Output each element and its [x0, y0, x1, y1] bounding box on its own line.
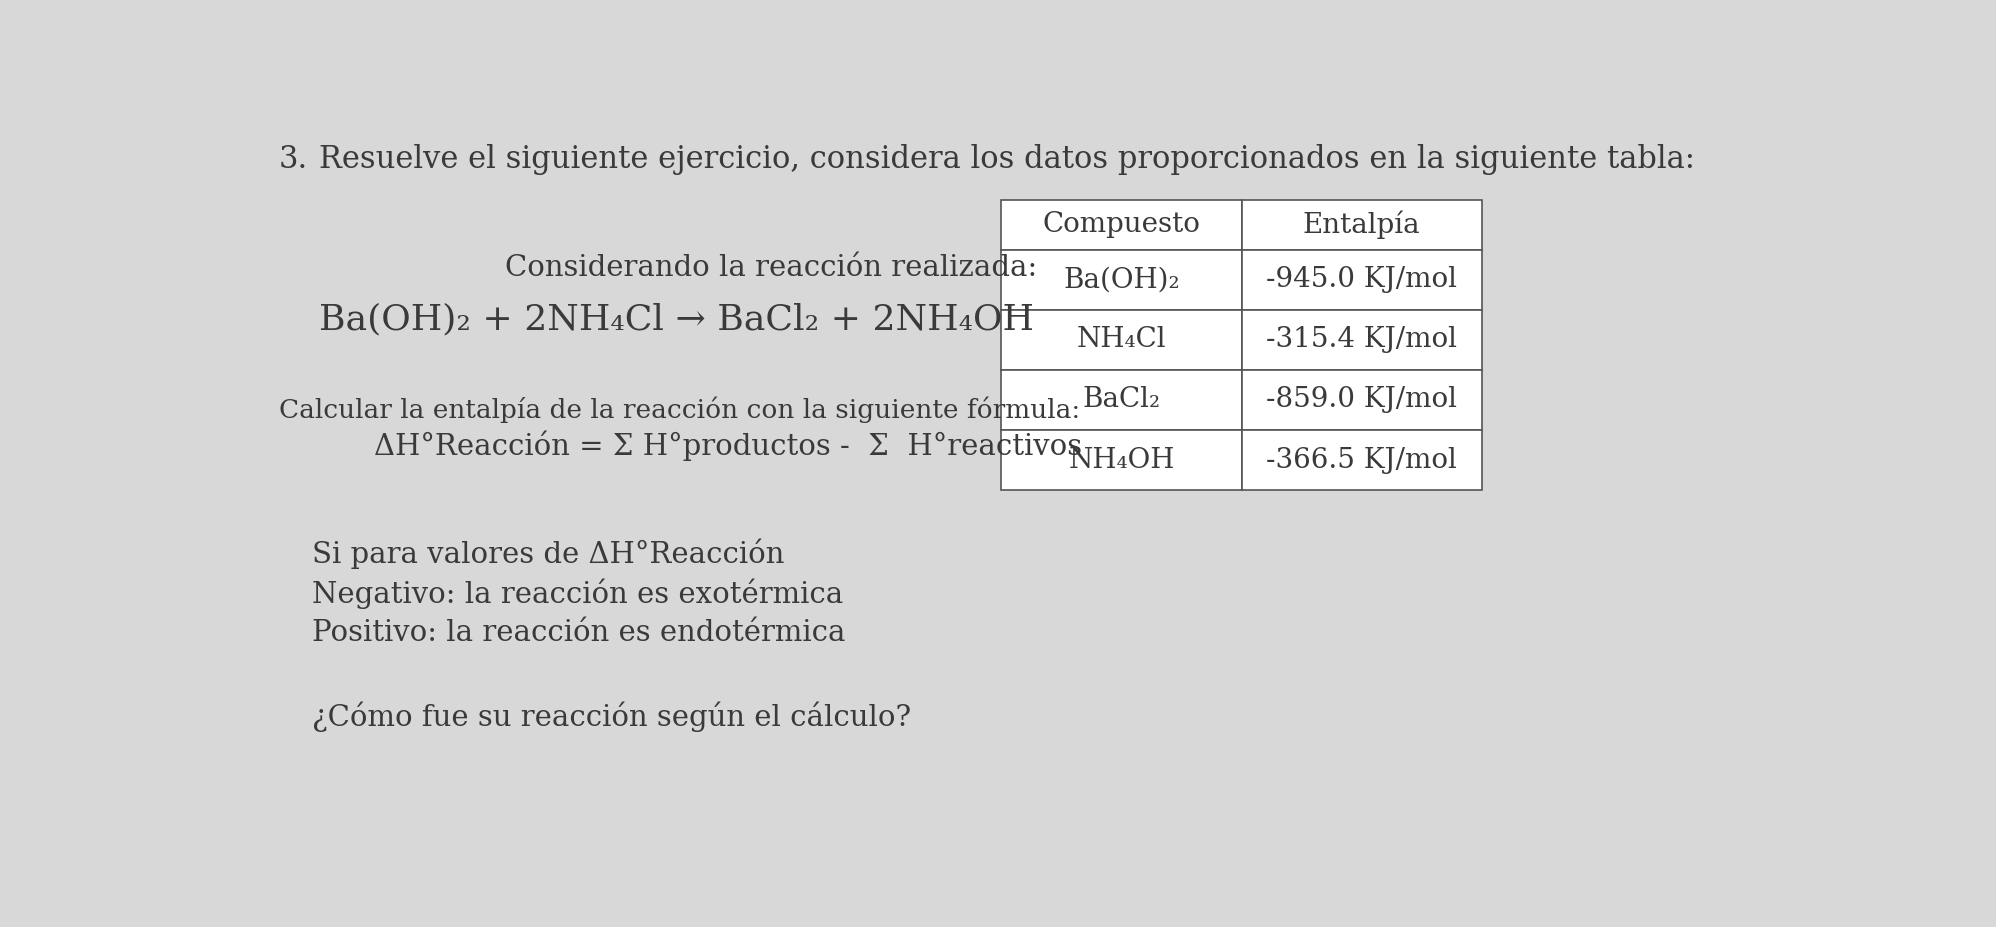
Text: ΔH°Reacción = Σ H°productos -  Σ  H°reactivos: ΔH°Reacción = Σ H°productos - Σ H°reacti…: [373, 431, 1082, 462]
Text: -366.5 KJ/mol: -366.5 KJ/mol: [1265, 447, 1457, 474]
Bar: [1242, 430, 1481, 490]
Text: Positivo: la reacción es endotérmica: Positivo: la reacción es endotérmica: [311, 618, 844, 647]
Bar: [1242, 200, 1481, 250]
Text: Si para valores de ΔH°Reacción: Si para valores de ΔH°Reacción: [311, 539, 784, 569]
Text: -859.0 KJ/mol: -859.0 KJ/mol: [1265, 387, 1457, 413]
Text: NH₄OH: NH₄OH: [1068, 447, 1174, 474]
Text: ¿Cómo fue su reacción según el cálculo?: ¿Cómo fue su reacción según el cálculo?: [311, 702, 910, 732]
Text: Negativo: la reacción es exotérmica: Negativo: la reacción es exotérmica: [311, 578, 842, 609]
Text: -945.0 KJ/mol: -945.0 KJ/mol: [1265, 266, 1457, 293]
Text: Ba(OH)₂ + 2NH₄Cl → BaCl₂ + 2NH₄OH: Ba(OH)₂ + 2NH₄Cl → BaCl₂ + 2NH₄OH: [319, 302, 1034, 337]
Bar: [1002, 250, 1242, 310]
Bar: [1002, 200, 1242, 250]
Text: 3.: 3.: [279, 144, 307, 174]
Bar: [1242, 370, 1481, 430]
Bar: [1242, 310, 1481, 370]
Text: -315.4 KJ/mol: -315.4 KJ/mol: [1265, 326, 1457, 353]
Text: NH₄Cl: NH₄Cl: [1076, 326, 1166, 353]
Text: Calcular la entalpía de la reacción con la siguiente fórmula:: Calcular la entalpía de la reacción con …: [279, 396, 1080, 423]
Text: Considerando la reacción realizada:: Considerando la reacción realizada:: [505, 254, 1038, 282]
Text: Entalpía: Entalpía: [1303, 210, 1421, 239]
Text: BaCl₂: BaCl₂: [1082, 387, 1160, 413]
Text: Ba(OH)₂: Ba(OH)₂: [1064, 266, 1180, 293]
Text: Compuesto: Compuesto: [1042, 211, 1200, 238]
Bar: [1242, 250, 1481, 310]
Bar: [1002, 430, 1242, 490]
Text: Resuelve el siguiente ejercicio, considera los datos proporcionados en la siguie: Resuelve el siguiente ejercicio, conside…: [319, 144, 1695, 174]
Bar: [1002, 370, 1242, 430]
Bar: [1002, 310, 1242, 370]
